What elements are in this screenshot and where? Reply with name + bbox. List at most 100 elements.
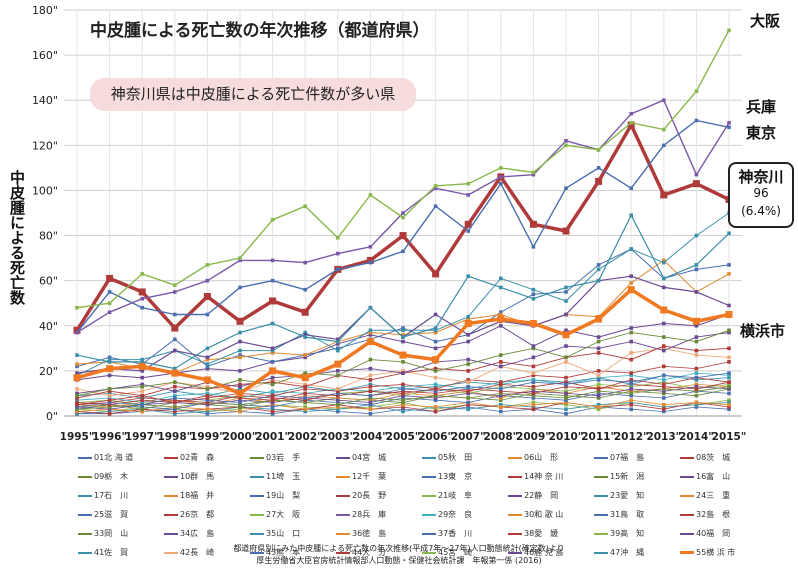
data-point: [107, 393, 112, 398]
data-point: [270, 393, 275, 398]
x-tick-label: 2007": [451, 431, 486, 443]
data-point: [596, 346, 601, 351]
data-point: [727, 391, 731, 396]
data-point: [499, 285, 503, 290]
data-point: [629, 389, 633, 393]
data-point: [727, 328, 731, 333]
data-point: [564, 299, 568, 303]
data-point: [564, 290, 568, 294]
y-tick-label: 0": [46, 410, 58, 423]
data-point: [629, 274, 633, 278]
legend-label: 19山 梨: [266, 491, 301, 500]
data-point: [171, 324, 179, 332]
legend-label: 01北 海 道: [94, 453, 134, 462]
data-point: [629, 373, 633, 378]
data-point: [368, 378, 373, 382]
data-point: [205, 384, 210, 389]
data-point: [499, 312, 503, 317]
legend-swatch: [680, 513, 694, 516]
legend-swatch: [250, 494, 264, 497]
data-point: [107, 411, 112, 416]
data-point: [107, 405, 112, 409]
data-point: [466, 384, 470, 389]
data-point: [629, 400, 633, 405]
data-point: [303, 405, 307, 409]
data-point: [270, 402, 275, 407]
data-point: [336, 267, 340, 272]
label-yokohama: 横浜市: [740, 322, 786, 340]
data-point: [433, 398, 438, 403]
data-point: [368, 396, 373, 400]
data-point: [270, 321, 275, 326]
data-point: [662, 346, 666, 351]
data-point: [596, 391, 601, 396]
data-point: [238, 382, 242, 387]
legend-item: 19山 梨: [250, 486, 336, 505]
data-point: [564, 186, 568, 190]
data-point: [336, 339, 340, 344]
data-point: [401, 402, 405, 407]
legend-swatch: [508, 475, 522, 478]
data-point: [531, 393, 536, 398]
data-point: [270, 378, 275, 382]
data-point: [205, 396, 210, 400]
data-point: [662, 378, 666, 382]
data-point: [368, 305, 373, 310]
data-point: [433, 346, 438, 351]
legend-item: 24三 重: [680, 486, 766, 505]
data-point: [466, 357, 470, 362]
data-point: [303, 387, 307, 391]
data-point: [629, 398, 633, 403]
data-point: [694, 382, 699, 387]
data-point: [205, 393, 210, 398]
source-line-2: 厚生労働省大臣官房統計情報部人口動態・保健社会統計課 年報第一係 (2016): [256, 556, 542, 565]
data-point: [596, 387, 601, 391]
data-point: [466, 333, 470, 337]
data-point: [140, 375, 144, 380]
x-tick-label: 2002": [288, 431, 323, 443]
data-point: [596, 393, 601, 398]
data-point: [466, 339, 470, 344]
x-tick-label: 2008": [483, 431, 518, 443]
data-point: [531, 407, 536, 412]
data-point: [107, 355, 112, 360]
data-point: [466, 274, 470, 278]
data-point: [662, 348, 666, 353]
x-tick-label: 2006": [418, 431, 453, 443]
data-point: [236, 389, 244, 397]
data-point: [301, 308, 309, 316]
data-point: [368, 193, 373, 197]
data-point: [75, 400, 79, 405]
data-point: [238, 339, 242, 344]
legend-label: 24三 重: [696, 491, 731, 500]
data-point: [238, 398, 242, 403]
data-point: [531, 296, 536, 301]
data-point: [596, 389, 601, 393]
legend-swatch: [164, 532, 178, 535]
legend-item: 36徳 島: [336, 524, 422, 543]
data-point: [238, 402, 242, 407]
data-point: [564, 344, 568, 348]
data-point: [662, 127, 666, 132]
data-point: [205, 263, 210, 267]
x-tick-label: 1996": [92, 431, 127, 443]
data-point: [433, 391, 438, 396]
data-point: [401, 405, 405, 409]
data-point: [727, 371, 731, 375]
data-point: [238, 407, 242, 412]
data-point: [401, 387, 405, 391]
data-point: [596, 375, 601, 380]
label-osaka: 大阪: [750, 12, 781, 30]
legend-swatch: [78, 551, 92, 554]
data-point: [270, 278, 275, 283]
legend-label: 39高 知: [610, 529, 645, 538]
data-point: [334, 360, 342, 368]
data-point: [173, 396, 177, 400]
data-point: [205, 407, 210, 412]
data-point: [433, 393, 438, 398]
data-point: [660, 191, 668, 199]
data-point: [531, 344, 536, 348]
data-point: [75, 362, 79, 366]
data-point: [401, 384, 405, 389]
data-point: [725, 311, 733, 318]
